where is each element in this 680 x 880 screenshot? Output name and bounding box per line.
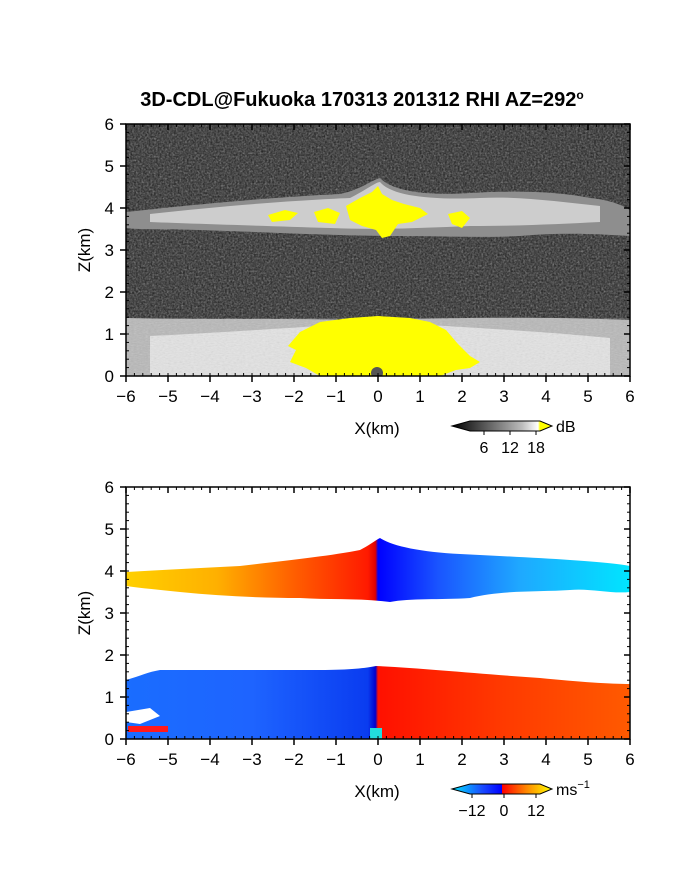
velocity-upper-layer — [126, 538, 630, 602]
velocity-x-tick-label: −4 — [200, 750, 219, 769]
reflectivity-x-tick-label: 0 — [373, 387, 382, 406]
velocity-x-tick-label: −5 — [158, 750, 177, 769]
reflectivity-x-tick-label: −5 — [158, 387, 177, 406]
reflectivity-x-tick-label: 4 — [541, 387, 550, 406]
velocity-x-tick-label: 4 — [541, 750, 550, 769]
velocity-y-tick-label: 2 — [105, 646, 114, 665]
velocity-colorbar-unit: ms−1 — [556, 779, 590, 799]
velocity-y-tick-label: 0 — [105, 730, 114, 749]
velocity-colorbar-bar — [450, 783, 554, 795]
reflectivity-colorbar-tick-label: 6 — [480, 440, 489, 457]
velocity-x-tick-label: −2 — [284, 750, 303, 769]
velocity-ground-strip — [128, 726, 168, 732]
figure-title: 3D-CDL@Fukuoka 170313 201312 RHI AZ=292o — [140, 88, 584, 111]
velocity-colorbar-tick-label: 12 — [527, 803, 545, 820]
reflectivity-colorbar: dB 6 12 18 — [450, 419, 576, 457]
reflectivity-x-tick-label: 6 — [625, 387, 634, 406]
reflectivity-colorbar-tick-label: 12 — [501, 440, 519, 457]
velocity-x-tick-label: 6 — [625, 750, 634, 769]
reflectivity-x-tick-label: 1 — [415, 387, 424, 406]
reflectivity-y-tick-label: 5 — [105, 157, 114, 176]
velocity-near-zero — [370, 728, 382, 739]
velocity-x-tick-label: −6 — [116, 750, 135, 769]
reflectivity-colorbar-bar — [450, 420, 554, 432]
reflectivity-y-tick-label: 3 — [105, 241, 114, 260]
velocity-colorbar: ms−1 −12 0 12 — [450, 779, 590, 820]
reflectivity-x-tick-label: 2 — [457, 387, 466, 406]
instrument-shadow — [371, 367, 383, 376]
velocity-ylabel: Z(km) — [75, 591, 94, 635]
velocity-x-tick-label: 5 — [583, 750, 592, 769]
velocity-x-tick-label: 2 — [457, 750, 466, 769]
velocity-lower-layer — [126, 666, 630, 739]
reflectivity-colorbar-unit: dB — [556, 419, 576, 436]
reflectivity-x-tick-label: −1 — [326, 387, 345, 406]
reflectivity-x-tick-label: 3 — [499, 387, 508, 406]
velocity-x-tick-label: −3 — [242, 750, 261, 769]
reflectivity-y-tick-label: 2 — [105, 283, 114, 302]
velocity-gap — [126, 708, 160, 724]
reflectivity-colorbar-tick-label: 18 — [527, 440, 545, 457]
velocity-axes: −6 −5 −4 −3 −2 −1 0 1 2 3 4 5 6 0 1 2 3 4 5 6 — [105, 478, 635, 769]
reflectivity-y-tick-label: 0 — [105, 367, 114, 386]
reflectivity-ylabel: Z(km) — [75, 228, 94, 272]
reflectivity-x-tick-label: −6 — [116, 387, 135, 406]
reflectivity-xlabel: X(km) — [354, 419, 399, 438]
reflectivity-x-tick-label: −2 — [284, 387, 303, 406]
velocity-x-tick-label: 3 — [499, 750, 508, 769]
reflectivity-axes: −6 −5 −4 −3 −2 −1 0 1 2 3 4 5 6 0 1 2 3 4 5 6 — [105, 115, 635, 406]
velocity-heatmap — [126, 487, 630, 739]
velocity-x-tick-label: 0 — [373, 750, 382, 769]
velocity-y-tick-label: 3 — [105, 604, 114, 623]
velocity-x-tick-label: −1 — [326, 750, 345, 769]
reflectivity-x-tick-label: −4 — [200, 387, 219, 406]
reflectivity-x-tick-label: 5 — [583, 387, 592, 406]
reflectivity-y-tick-label: 6 — [105, 115, 114, 134]
velocity-colorbar-ticks: −12 0 12 — [458, 794, 545, 820]
reflectivity-colorbar-ticks: 6 12 18 — [480, 431, 545, 457]
velocity-y-tick-label: 6 — [105, 478, 114, 497]
velocity-y-tick-label: 4 — [105, 562, 114, 581]
reflectivity-y-tick-label: 1 — [105, 325, 114, 344]
title-degree-sup: o — [576, 88, 583, 102]
lower-saturated-core — [288, 316, 480, 376]
reflectivity-y-tick-label: 4 — [105, 199, 114, 218]
velocity-y-tick-label: 5 — [105, 520, 114, 539]
velocity-y-tick-label: 1 — [105, 688, 114, 707]
upper-saturated-core — [268, 186, 470, 238]
velocity-colorbar-tick-label: −12 — [458, 803, 485, 820]
reflectivity-heatmap — [126, 124, 630, 376]
velocity-xlabel: X(km) — [354, 782, 399, 801]
velocity-x-tick-label: 1 — [415, 750, 424, 769]
reflectivity-x-tick-label: −3 — [242, 387, 261, 406]
velocity-colorbar-tick-label: 0 — [500, 803, 509, 820]
